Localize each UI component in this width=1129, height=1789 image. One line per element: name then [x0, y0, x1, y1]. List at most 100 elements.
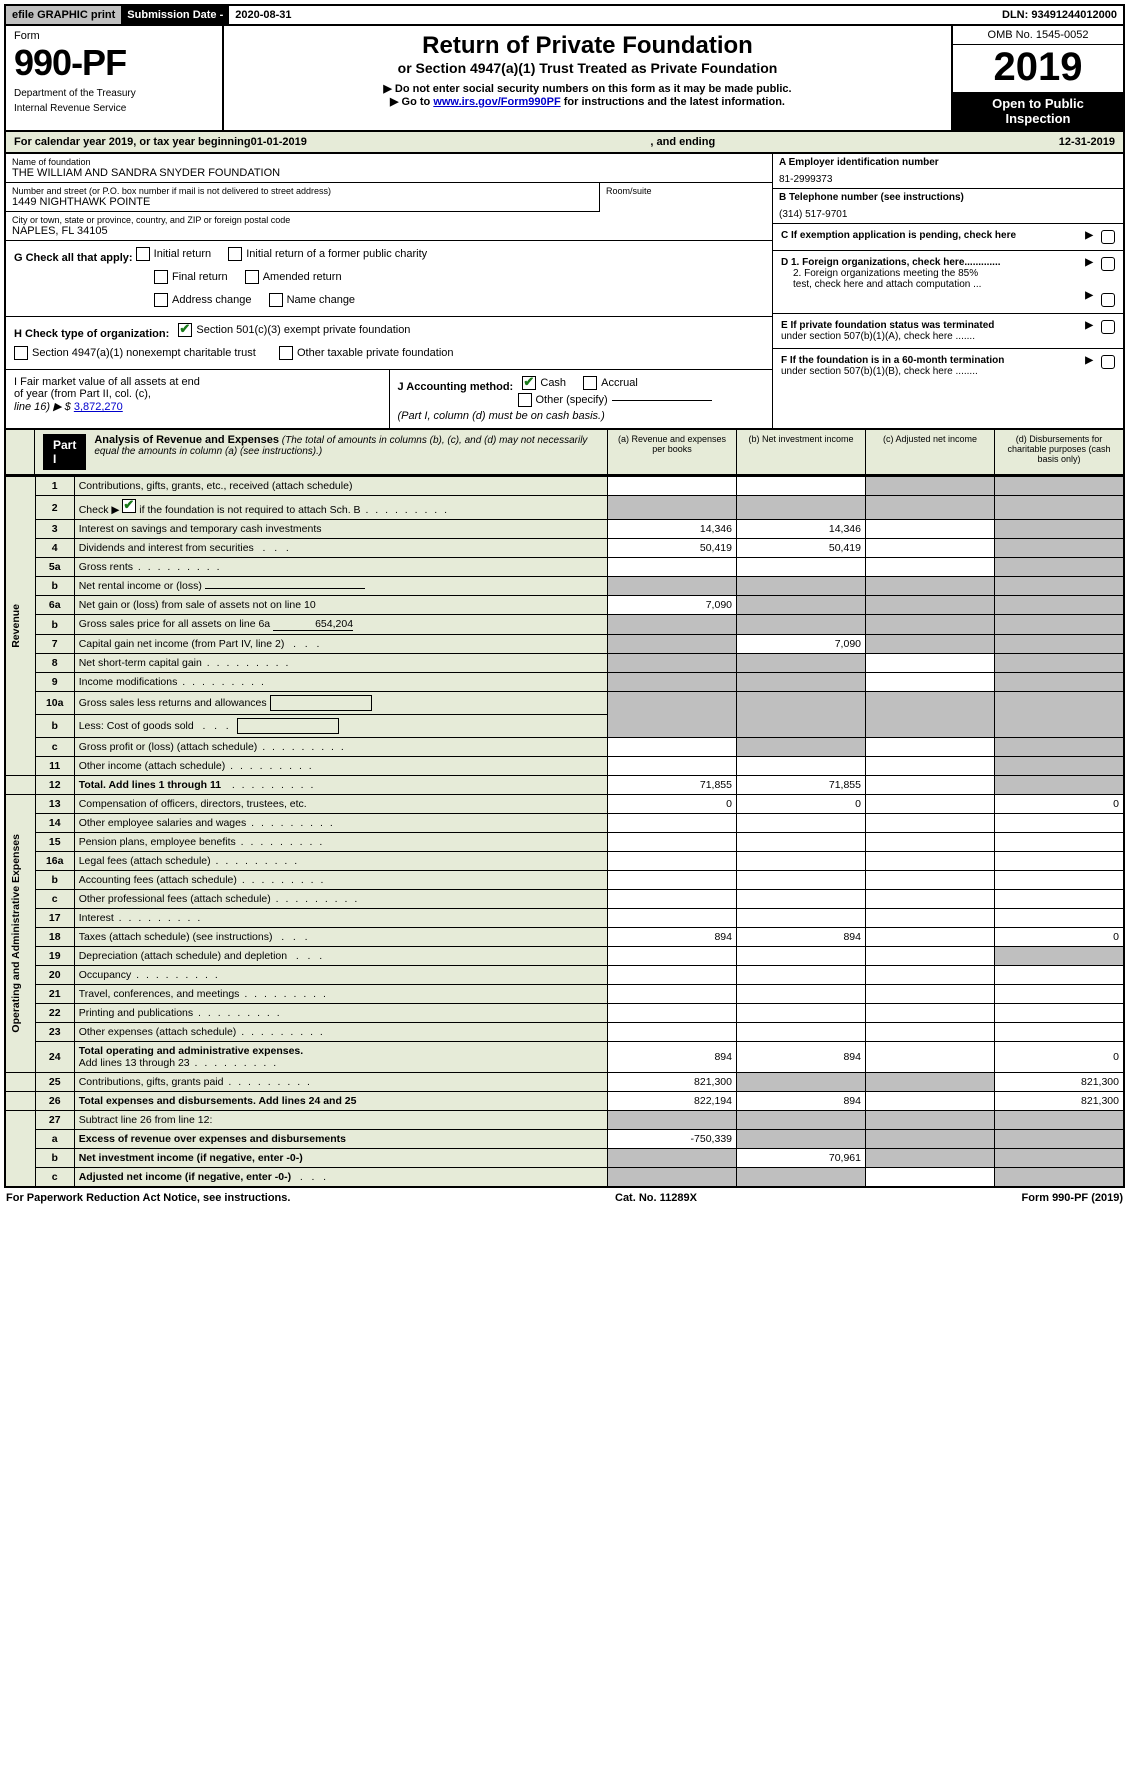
- form-title: Return of Private Foundation: [232, 32, 943, 60]
- j-cell: J Accounting method: Cash Accrual Other …: [390, 370, 773, 428]
- col-b-head: (b) Net investment income: [736, 430, 865, 474]
- arrow-icon: ▶: [1085, 257, 1093, 268]
- f-l1: F If the foundation is in a 60-month ter…: [781, 355, 1004, 366]
- col-a-head: (a) Revenue and expenses per books: [607, 430, 736, 474]
- chk-final[interactable]: Final return: [154, 270, 228, 284]
- name-cell: Name of foundation THE WILLIAM AND SANDR…: [6, 154, 772, 183]
- table-row: 18Taxes (attach schedule) (see instructi…: [5, 928, 1124, 947]
- info-right: A Employer identification number 81-2999…: [772, 154, 1123, 428]
- h-row: H Check type of organization: Section 50…: [6, 317, 772, 370]
- submission-label: Submission Date -: [121, 6, 229, 24]
- chk-501c3[interactable]: Section 501(c)(3) exempt private foundat…: [178, 323, 410, 337]
- chk-d1[interactable]: [1101, 257, 1115, 271]
- g-label: G Check all that apply:: [14, 252, 133, 264]
- chk-e[interactable]: [1101, 320, 1115, 334]
- chk-c[interactable]: [1101, 230, 1115, 244]
- dln: DLN: 93491244012000: [996, 6, 1123, 24]
- chk-d2[interactable]: [1101, 293, 1115, 307]
- table-row: 6a Net gain or (loss) from sale of asset…: [5, 596, 1124, 615]
- table-row: 27Subtract line 26 from line 12:: [5, 1111, 1124, 1130]
- ij-row: I Fair market value of all assets at end…: [6, 370, 772, 428]
- note-goto: ▶ Go to www.irs.gov/Form990PF for instru…: [232, 95, 943, 108]
- chk-initial-charity[interactable]: Initial return of a former public charit…: [228, 247, 427, 261]
- table-row: c Gross profit or (loss) (attach schedul…: [5, 738, 1124, 757]
- chk-other-spec[interactable]: Other (specify): [518, 393, 712, 407]
- a-label: A Employer identification number: [779, 157, 939, 168]
- b-value: (314) 517-9701: [779, 203, 1117, 220]
- side-revenue: Revenue: [5, 477, 35, 776]
- table-row: 19Depreciation (attach schedule) and dep…: [5, 947, 1124, 966]
- addr-row: Number and street (or P.O. box number if…: [6, 183, 772, 212]
- table-row: 4 Dividends and interest from securities…: [5, 539, 1124, 558]
- spacer: [298, 6, 996, 24]
- header-center: Return of Private Foundation or Section …: [224, 26, 951, 130]
- arrow-icon: ▶: [1085, 355, 1093, 366]
- city-label: City or town, state or province, country…: [12, 215, 766, 225]
- table-row: 25Contributions, gifts, grants paid 821,…: [5, 1073, 1124, 1092]
- table-row: 24 Total operating and administrative ex…: [5, 1042, 1124, 1073]
- table-row: bNet investment income (if negative, ent…: [5, 1149, 1124, 1168]
- irs-link[interactable]: www.irs.gov/Form990PF: [433, 96, 560, 108]
- c-label: C If exemption application is pending, c…: [781, 230, 1016, 241]
- table-row: 21Travel, conferences, and meetings: [5, 985, 1124, 1004]
- arrow-icon: ▶: [1085, 320, 1093, 331]
- header-right: OMB No. 1545-0052 2019 Open to Public In…: [951, 26, 1123, 130]
- chk-address-change[interactable]: Address change: [154, 293, 252, 307]
- chk-initial[interactable]: Initial return: [136, 247, 211, 261]
- table-row: b Net rental income or (loss): [5, 577, 1124, 596]
- b-label: B Telephone number (see instructions): [779, 192, 964, 203]
- table-row: 7 Capital gain net income (from Part IV,…: [5, 635, 1124, 654]
- chk-sch-b[interactable]: [122, 499, 136, 513]
- open-public-l2: Inspection: [957, 111, 1119, 126]
- name-label: Name of foundation: [12, 157, 766, 167]
- d2a: 2. Foreign organizations meeting the 85%: [781, 268, 1077, 279]
- table-row: 11 Other income (attach schedule): [5, 757, 1124, 776]
- arrow-icon: ▶: [1085, 230, 1093, 241]
- h-label: H Check type of organization:: [14, 328, 169, 340]
- table-row: 5a Gross rents: [5, 558, 1124, 577]
- footer-mid: Cat. No. 11289X: [615, 1192, 697, 1204]
- table-row: 23Other expenses (attach schedule): [5, 1023, 1124, 1042]
- table-row: cOther professional fees (attach schedul…: [5, 890, 1124, 909]
- table-row: 17Interest: [5, 909, 1124, 928]
- calendar-year-row: For calendar year 2019, or tax year begi…: [4, 132, 1125, 154]
- table-row: 9 Income modifications: [5, 673, 1124, 692]
- part1-table: Revenue 1 Contributions, gifts, grants, …: [4, 476, 1125, 1188]
- chk-f[interactable]: [1101, 355, 1115, 369]
- chk-4947[interactable]: Section 4947(a)(1) nonexempt charitable …: [14, 346, 256, 360]
- chk-cash[interactable]: Cash: [522, 376, 566, 390]
- col-d-head: (d) Disbursements for charitable purpose…: [994, 430, 1123, 474]
- part1-header: Part I Analysis of Revenue and Expenses …: [4, 430, 1125, 476]
- chk-name-change[interactable]: Name change: [269, 293, 356, 307]
- part1-desc: Part I Analysis of Revenue and Expenses …: [35, 430, 607, 474]
- chk-other-taxable[interactable]: Other taxable private foundation: [279, 346, 454, 360]
- omb-number: OMB No. 1545-0052: [953, 26, 1123, 45]
- e-l2: under section 507(b)(1)(A), check here .…: [781, 331, 1077, 342]
- table-row: 16aLegal fees (attach schedule): [5, 852, 1124, 871]
- table-row: 10a Gross sales less returns and allowan…: [5, 692, 1124, 715]
- i-l2: of year (from Part II, col. (c),: [14, 388, 381, 400]
- c-cell: C If exemption application is pending, c…: [773, 224, 1123, 251]
- name-value: THE WILLIAM AND SANDRA SNYDER FOUNDATION: [12, 167, 766, 179]
- dept-irs: Internal Revenue Service: [14, 103, 214, 114]
- table-row: 3 Interest on savings and temporary cash…: [5, 520, 1124, 539]
- calyear-begin: 01-01-2019: [251, 136, 307, 148]
- dln-label: DLN:: [1002, 9, 1031, 21]
- part1-tab: Part I: [43, 434, 86, 470]
- i-amount[interactable]: 3,872,270: [74, 401, 123, 413]
- chk-amended[interactable]: Amended return: [245, 270, 342, 284]
- table-row: Revenue 1 Contributions, gifts, grants, …: [5, 477, 1124, 496]
- open-public: Open to Public Inspection: [953, 92, 1123, 130]
- j-note: (Part I, column (d) must be on cash basi…: [398, 410, 765, 422]
- table-row: 2 Check ▶ if the foundation is not requi…: [5, 496, 1124, 520]
- table-row: aExcess of revenue over expenses and dis…: [5, 1130, 1124, 1149]
- table-row: 12 Total. Add lines 1 through 11 71,8557…: [5, 776, 1124, 795]
- table-row: 26 Total expenses and disbursements. Add…: [5, 1092, 1124, 1111]
- table-row: cAdjusted net income (if negative, enter…: [5, 1168, 1124, 1188]
- addr-cell: Number and street (or P.O. box number if…: [6, 183, 599, 212]
- i-l3: line 16) ▶ $ 3,872,270: [14, 400, 381, 413]
- chk-accrual[interactable]: Accrual: [583, 376, 638, 390]
- dept-treasury: Department of the Treasury: [14, 88, 214, 99]
- dln-value: 93491244012000: [1031, 9, 1117, 21]
- table-row: bAccounting fees (attach schedule): [5, 871, 1124, 890]
